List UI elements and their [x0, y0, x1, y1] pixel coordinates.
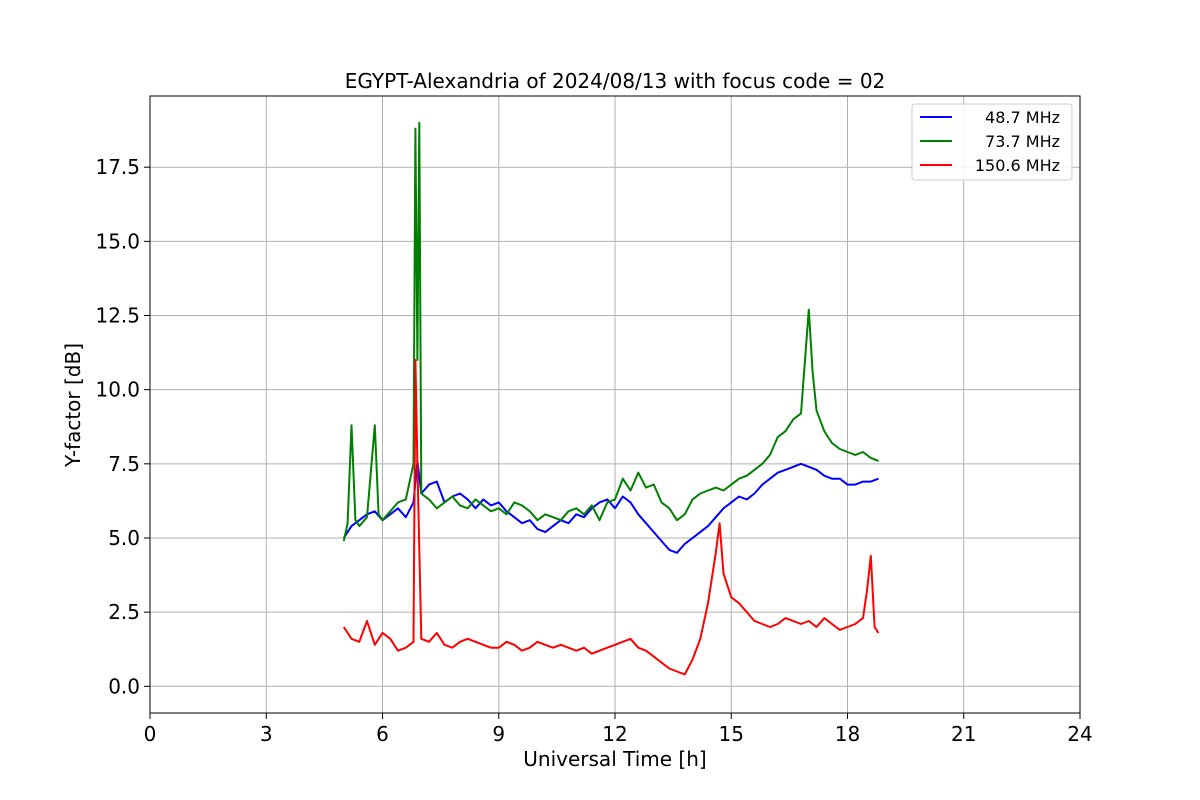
x-axis: 0 3 6 9 12 15 18 21 24 — [144, 713, 1093, 746]
y-axis-title: Y-factor [dB] — [61, 343, 85, 468]
legend-label: 150.6 MHz — [975, 156, 1060, 175]
legend: 48.7 MHz 73.7 MHz 150.6 MHz — [911, 103, 1073, 181]
series-line-3 — [342, 359, 880, 676]
y-tick-label: 2.5 — [108, 600, 140, 624]
x-tick-label: 18 — [835, 722, 860, 746]
chart-title: EGYPT-Alexandria of 2024/08/13 with focu… — [345, 69, 886, 93]
y-tick-label: 7.5 — [108, 452, 140, 476]
legend-label: 73.7 MHz — [985, 132, 1060, 151]
legend-label: 48.7 MHz — [985, 108, 1060, 127]
x-tick-label: 0 — [144, 722, 157, 746]
x-tick-label: 21 — [951, 722, 976, 746]
y-axis: 0.0 2.5 5.0 7.5 10.0 12.5 15.0 17.5 — [95, 155, 150, 698]
grid-lines — [149, 96, 1081, 713]
series-line-2 — [342, 121, 879, 542]
y-tick-label: 15.0 — [95, 229, 140, 253]
y-tick-label: 17.5 — [95, 155, 140, 179]
x-tick-label: 15 — [719, 722, 744, 746]
series-line-1 — [342, 459, 879, 554]
x-tick-label: 12 — [602, 722, 627, 746]
y-tick-label: 0.0 — [108, 674, 140, 698]
x-tick-label: 3 — [260, 722, 273, 746]
x-tick-label: 24 — [1067, 722, 1092, 746]
x-tick-label: 6 — [376, 722, 389, 746]
x-tick-label: 9 — [492, 722, 505, 746]
series-layer — [342, 121, 880, 676]
y-tick-label: 5.0 — [108, 526, 140, 550]
legend-box — [911, 103, 1073, 181]
y-tick-label: 10.0 — [95, 378, 140, 402]
y-tick-label: 12.5 — [95, 304, 140, 328]
x-axis-title: Universal Time [h] — [523, 747, 706, 771]
